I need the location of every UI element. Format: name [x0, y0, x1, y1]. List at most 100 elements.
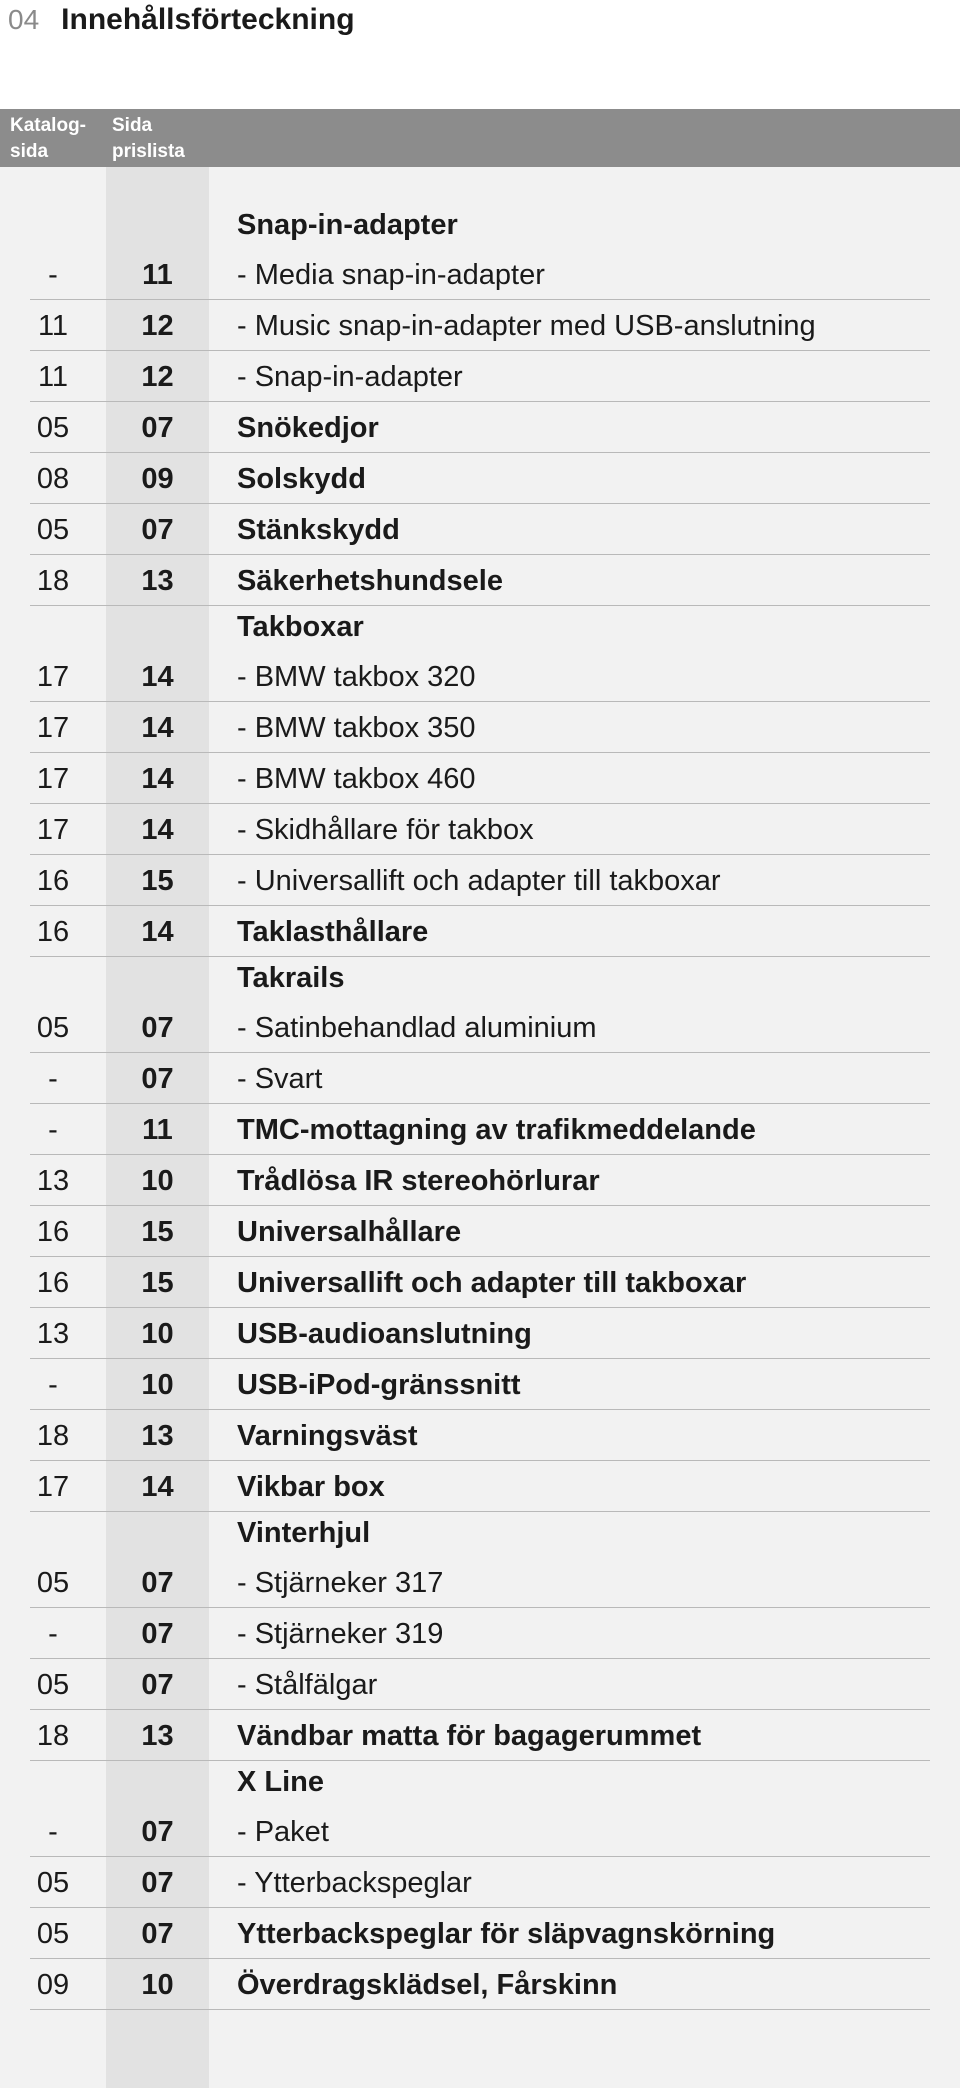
- catalog-page-number: 18: [36, 1420, 70, 1452]
- pricelist-page-number: 14: [141, 1471, 174, 1503]
- table-row: 08 09 Solskydd: [0, 453, 960, 504]
- pricelist-page-number: 14: [141, 814, 174, 846]
- catalog-page-number: 16: [36, 1267, 70, 1299]
- index-table: Snap-in-adapter - 11 - Media snap-in-adapte…: [0, 167, 960, 2088]
- entry-title: Varningsväst: [237, 1420, 418, 1452]
- entry-title: Taklasthållare: [237, 916, 429, 948]
- catalog-page-number: 17: [36, 661, 70, 693]
- table-row: 09 10 Överdragsklädsel, Fårskinn: [0, 1959, 960, 2010]
- pricelist-page-number: 14: [141, 661, 174, 693]
- sub-entry-title: - Music snap-in-adapter med USB-anslutni…: [237, 310, 816, 342]
- table-row: 18 13 Säkerhetshundsele: [0, 555, 960, 606]
- pricelist-page-number: 13: [141, 565, 174, 597]
- pricelist-page-number: 07: [141, 514, 174, 546]
- catalog-page-number: 05: [36, 1669, 70, 1701]
- pricelist-page-number: 07: [141, 1012, 174, 1044]
- table-row: Snap-in-adapter - 11 - Media snap-in-adapte…: [0, 204, 960, 300]
- pricelist-page-number: 13: [141, 1420, 174, 1452]
- pricelist-page-number: 07: [141, 1816, 174, 1848]
- table-row: X Line - 07 - Paket: [0, 1761, 960, 1857]
- page-title: Innehållsförteckning: [61, 3, 355, 36]
- table-row: - 11 TMC-mottagning av trafikmeddelande: [0, 1104, 960, 1155]
- table-row: 11 12 - Music snap-in-adapter med USB-ansl…: [0, 300, 960, 351]
- pricelist-page-number: 07: [141, 1669, 174, 1701]
- column-header-catalog-line1: Katalog-: [10, 115, 86, 136]
- pricelist-page-number: 10: [141, 1165, 174, 1197]
- table-row: 16 15 Universallift och adapter till takbo…: [0, 1257, 960, 1308]
- pricelist-page-number: 11: [142, 1114, 173, 1146]
- table-row: 16 15 - Universallift och adapter till tak…: [0, 855, 960, 906]
- sub-entry-title: - Satinbehandlad aluminium: [237, 1012, 597, 1044]
- page-number: 04: [8, 4, 40, 35]
- table-row: 05 07 Ytterbackspeglar för släpvagnskörnin…: [0, 1908, 960, 1959]
- catalog-page-number: 08: [36, 463, 70, 495]
- catalog-page-number: 17: [36, 763, 70, 795]
- table-row: Vinterhjul 05 07 - Stjärneker 317: [0, 1512, 960, 1608]
- column-header-pricelist-line2: prislista: [112, 141, 185, 162]
- group-heading: X Line: [237, 1766, 325, 1798]
- table-row: Takboxar 17 14 - BMW takbox 320: [0, 606, 960, 702]
- table-row: 18 13 Vändbar matta för bagagerummet: [0, 1710, 960, 1761]
- catalog-page-number: -: [48, 1063, 58, 1095]
- pricelist-page-number: 10: [141, 1369, 174, 1401]
- entry-title: Universallift och adapter till takboxar: [237, 1267, 747, 1299]
- catalog-page-number: 17: [36, 814, 70, 846]
- pricelist-page-number: 15: [141, 1216, 174, 1248]
- table-header: Katalog- sida Sida prislista: [0, 109, 960, 167]
- pricelist-page-number: 07: [141, 1918, 174, 1950]
- column-header-catalog-page: Katalog- sida: [10, 113, 108, 165]
- pricelist-page-number: 13: [141, 1720, 174, 1752]
- entry-title: Trådlösa IR stereohörlurar: [237, 1165, 600, 1197]
- entry-title: TMC-mottagning av trafikmeddelande: [237, 1114, 756, 1146]
- catalog-page-number: 18: [36, 1720, 70, 1752]
- index-rows: Snap-in-adapter - 11 - Media snap-in-adapte…: [0, 204, 960, 2010]
- pricelist-page-number: 14: [141, 916, 174, 948]
- table-row: 16 14 Taklasthållare: [0, 906, 960, 957]
- sub-entry-title: - Media snap-in-adapter: [237, 259, 545, 291]
- group-heading: Snap-in-adapter: [237, 209, 458, 241]
- pricelist-page-number: 12: [141, 310, 174, 342]
- catalog-page-number: 11: [37, 361, 69, 393]
- pricelist-column-band: [106, 167, 209, 2088]
- pricelist-page-number: 14: [141, 712, 174, 744]
- table-row: Takrails 05 07 - Satinbehandlad aluminium: [0, 957, 960, 1053]
- pricelist-page-number: 07: [141, 412, 174, 444]
- catalog-page-number: 13: [36, 1318, 70, 1350]
- sub-entry-title: - BMW takbox 460: [237, 763, 476, 795]
- entry-title: Vikbar box: [237, 1471, 385, 1503]
- catalog-page-number: 05: [36, 1867, 70, 1899]
- sub-entry-title: - BMW takbox 350: [237, 712, 476, 744]
- catalog-page-number: -: [48, 1618, 58, 1650]
- table-row: 17 14 - Skidhållare för takbox: [0, 804, 960, 855]
- sub-entry-title: - Ytterbackspeglar: [237, 1867, 472, 1899]
- table-row: - 07 - Svart: [0, 1053, 960, 1104]
- catalog-page-number: -: [48, 1369, 58, 1401]
- catalog-page-number: -: [48, 259, 58, 291]
- catalog-page-number: 18: [36, 565, 70, 597]
- entry-title: Överdragsklädsel, Fårskinn: [237, 1969, 618, 2001]
- catalog-page-number: 16: [36, 1216, 70, 1248]
- sub-entry-title: - Svart: [237, 1063, 323, 1095]
- catalog-page-number: 11: [37, 310, 69, 342]
- table-row: 13 10 Trådlösa IR stereohörlurar: [0, 1155, 960, 1206]
- table-row: 17 14 - BMW takbox 460: [0, 753, 960, 804]
- catalog-page-number: 13: [36, 1165, 70, 1197]
- table-row: 05 07 Stänkskydd: [0, 504, 960, 555]
- sub-entry-title: - Stålfälgar: [237, 1669, 378, 1701]
- pricelist-page-number: 15: [141, 1267, 174, 1299]
- sub-entry-title: - Skidhållare för takbox: [237, 814, 534, 846]
- pricelist-page-number: 07: [141, 1063, 174, 1095]
- sub-entry-title: - Snap-in-adapter: [237, 361, 463, 393]
- sub-entry-title: - Stjärneker 319: [237, 1618, 444, 1650]
- page-header: 04 Innehållsförteckning: [0, 0, 960, 40]
- table-row: 05 07 - Ytterbackspeglar: [0, 1857, 960, 1908]
- group-heading: Vinterhjul: [237, 1517, 371, 1549]
- catalog-page-number: 05: [36, 1012, 70, 1044]
- column-header-pricelist-page: Sida prislista: [112, 113, 212, 165]
- entry-title: USB-iPod-gränssnitt: [237, 1369, 521, 1401]
- catalog-page-number: 16: [36, 916, 70, 948]
- pricelist-page-number: 14: [141, 763, 174, 795]
- catalog-page-number: 17: [36, 1471, 70, 1503]
- sub-entry-title: - Paket: [237, 1816, 329, 1848]
- catalog-page-number: 05: [36, 514, 70, 546]
